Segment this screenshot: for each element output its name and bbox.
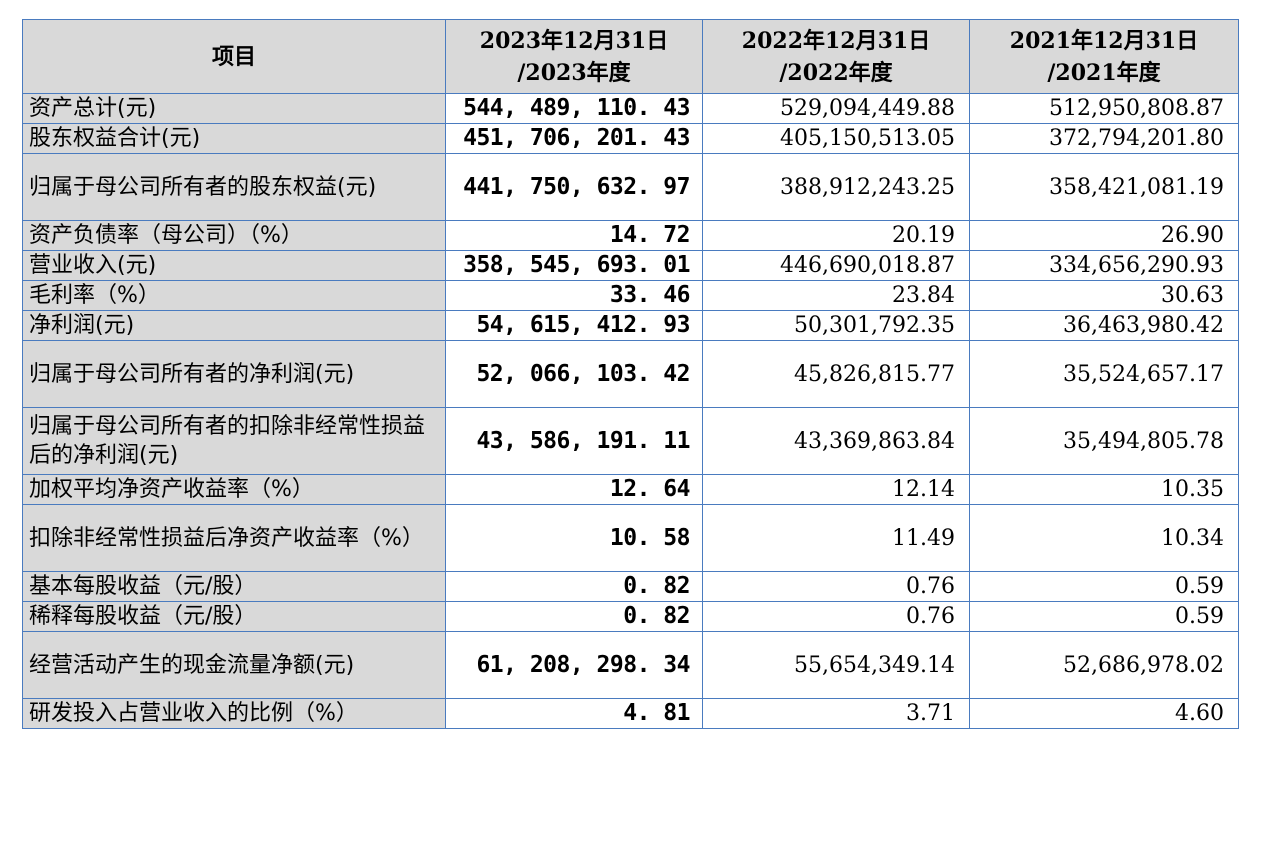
value-2021: 36,463,980.42 <box>969 310 1239 341</box>
header-row: 项目 2023年12月31日 /2023年度 2022年12月31日 /2022… <box>22 19 1239 94</box>
row-label: 加权平均净资产收益率（%） <box>22 474 446 505</box>
value-2023: 441, 750, 632. 97 <box>445 153 703 221</box>
table-row: 基本每股收益（元/股） 0. 82 0.76 0.59 <box>22 571 1239 602</box>
value-2022: 20.19 <box>702 220 970 251</box>
table-row: 资产负债率（母公司）（%） 14. 72 20.19 26.90 <box>22 220 1239 251</box>
value-2023: 52, 066, 103. 42 <box>445 340 703 408</box>
value-2023: 54, 615, 412. 93 <box>445 310 703 341</box>
header-2021-year: /2021年度 <box>1047 59 1161 86</box>
header-2021: 2021年12月31日 /2021年度 <box>969 19 1239 94</box>
value-2022: 45,826,815.77 <box>702 340 970 408</box>
value-2023: 451, 706, 201. 43 <box>445 123 703 154</box>
header-item-label: 项目 <box>211 43 256 70</box>
value-2021: 0.59 <box>969 601 1239 632</box>
table-row: 加权平均净资产收益率（%） 12. 64 12.14 10.35 <box>22 474 1239 505</box>
value-2023: 0. 82 <box>445 601 703 632</box>
value-2021: 334,656,290.93 <box>969 250 1239 281</box>
financial-summary-table: 项目 2023年12月31日 /2023年度 2022年12月31日 /2022… <box>22 19 1239 729</box>
value-2022: 529,094,449.88 <box>702 93 970 124</box>
header-2021-date: 2021年12月31日 <box>1009 27 1199 54</box>
value-2023: 61, 208, 298. 34 <box>445 631 703 699</box>
header-2022-year: /2022年度 <box>779 59 893 86</box>
row-label: 营业收入(元) <box>22 250 446 281</box>
value-2021: 30.63 <box>969 280 1239 311</box>
row-label: 归属于母公司所有者的净利润(元) <box>22 340 446 408</box>
value-2021: 35,494,805.78 <box>969 407 1239 475</box>
value-2021: 26.90 <box>969 220 1239 251</box>
value-2021: 10.34 <box>969 504 1239 572</box>
value-2023: 358, 545, 693. 01 <box>445 250 703 281</box>
header-2023-date: 2023年12月31日 <box>479 27 669 54</box>
value-2021: 372,794,201.80 <box>969 123 1239 154</box>
table-row: 研发投入占营业收入的比例（%） 4. 81 3.71 4.60 <box>22 698 1239 729</box>
header-2023-year: /2023年度 <box>517 59 631 86</box>
row-label: 研发投入占营业收入的比例（%） <box>22 698 446 729</box>
value-2023: 10. 58 <box>445 504 703 572</box>
value-2022: 50,301,792.35 <box>702 310 970 341</box>
value-2023: 33. 46 <box>445 280 703 311</box>
row-label: 毛利率（%） <box>22 280 446 311</box>
table-row: 扣除非经常性损益后净资产收益率（%） 10. 58 11.49 10.34 <box>22 504 1239 572</box>
value-2021: 10.35 <box>969 474 1239 505</box>
value-2022: 446,690,018.87 <box>702 250 970 281</box>
table-row: 净利润(元) 54, 615, 412. 93 50,301,792.35 36… <box>22 310 1239 341</box>
value-2023: 12. 64 <box>445 474 703 505</box>
row-label: 稀释每股收益（元/股） <box>22 601 446 632</box>
value-2022: 43,369,863.84 <box>702 407 970 475</box>
table-row: 稀释每股收益（元/股） 0. 82 0.76 0.59 <box>22 601 1239 632</box>
value-2022: 0.76 <box>702 571 970 602</box>
value-2021: 35,524,657.17 <box>969 340 1239 408</box>
value-2022: 11.49 <box>702 504 970 572</box>
table-row: 归属于母公司所有者的股东权益(元) 441, 750, 632. 97 388,… <box>22 153 1239 221</box>
header-item: 项目 <box>22 19 446 94</box>
value-2022: 3.71 <box>702 698 970 729</box>
table-row: 归属于母公司所有者的扣除非经常性损益后的净利润(元) 43, 586, 191.… <box>22 407 1239 475</box>
table-row: 经营活动产生的现金流量净额(元) 61, 208, 298. 34 55,654… <box>22 631 1239 699</box>
row-label: 股东权益合计(元) <box>22 123 446 154</box>
row-label: 净利润(元) <box>22 310 446 341</box>
table-row: 资产总计(元) 544, 489, 110. 43 529,094,449.88… <box>22 93 1239 124</box>
row-label: 资产负债率（母公司）（%） <box>22 220 446 251</box>
row-label: 归属于母公司所有者的扣除非经常性损益后的净利润(元) <box>22 407 446 475</box>
value-2021: 358,421,081.19 <box>969 153 1239 221</box>
value-2022: 388,912,243.25 <box>702 153 970 221</box>
value-2022: 23.84 <box>702 280 970 311</box>
table-row: 股东权益合计(元) 451, 706, 201. 43 405,150,513.… <box>22 123 1239 154</box>
table-row: 营业收入(元) 358, 545, 693. 01 446,690,018.87… <box>22 250 1239 281</box>
row-label: 扣除非经常性损益后净资产收益率（%） <box>22 504 446 572</box>
value-2021: 512,950,808.87 <box>969 93 1239 124</box>
value-2023: 544, 489, 110. 43 <box>445 93 703 124</box>
value-2023: 43, 586, 191. 11 <box>445 407 703 475</box>
value-2022: 405,150,513.05 <box>702 123 970 154</box>
header-2022: 2022年12月31日 /2022年度 <box>702 19 970 94</box>
row-label: 基本每股收益（元/股） <box>22 571 446 602</box>
value-2023: 14. 72 <box>445 220 703 251</box>
table-row: 归属于母公司所有者的净利润(元) 52, 066, 103. 42 45,826… <box>22 340 1239 408</box>
value-2023: 4. 81 <box>445 698 703 729</box>
row-label: 归属于母公司所有者的股东权益(元) <box>22 153 446 221</box>
value-2022: 12.14 <box>702 474 970 505</box>
value-2021: 4.60 <box>969 698 1239 729</box>
value-2022: 0.76 <box>702 601 970 632</box>
row-label: 资产总计(元) <box>22 93 446 124</box>
value-2021: 52,686,978.02 <box>969 631 1239 699</box>
value-2021: 0.59 <box>969 571 1239 602</box>
row-label: 经营活动产生的现金流量净额(元) <box>22 631 446 699</box>
value-2022: 55,654,349.14 <box>702 631 970 699</box>
header-2023: 2023年12月31日 /2023年度 <box>445 19 703 94</box>
header-2022-date: 2022年12月31日 <box>741 27 931 54</box>
value-2023: 0. 82 <box>445 571 703 602</box>
table-row: 毛利率（%） 33. 46 23.84 30.63 <box>22 280 1239 311</box>
